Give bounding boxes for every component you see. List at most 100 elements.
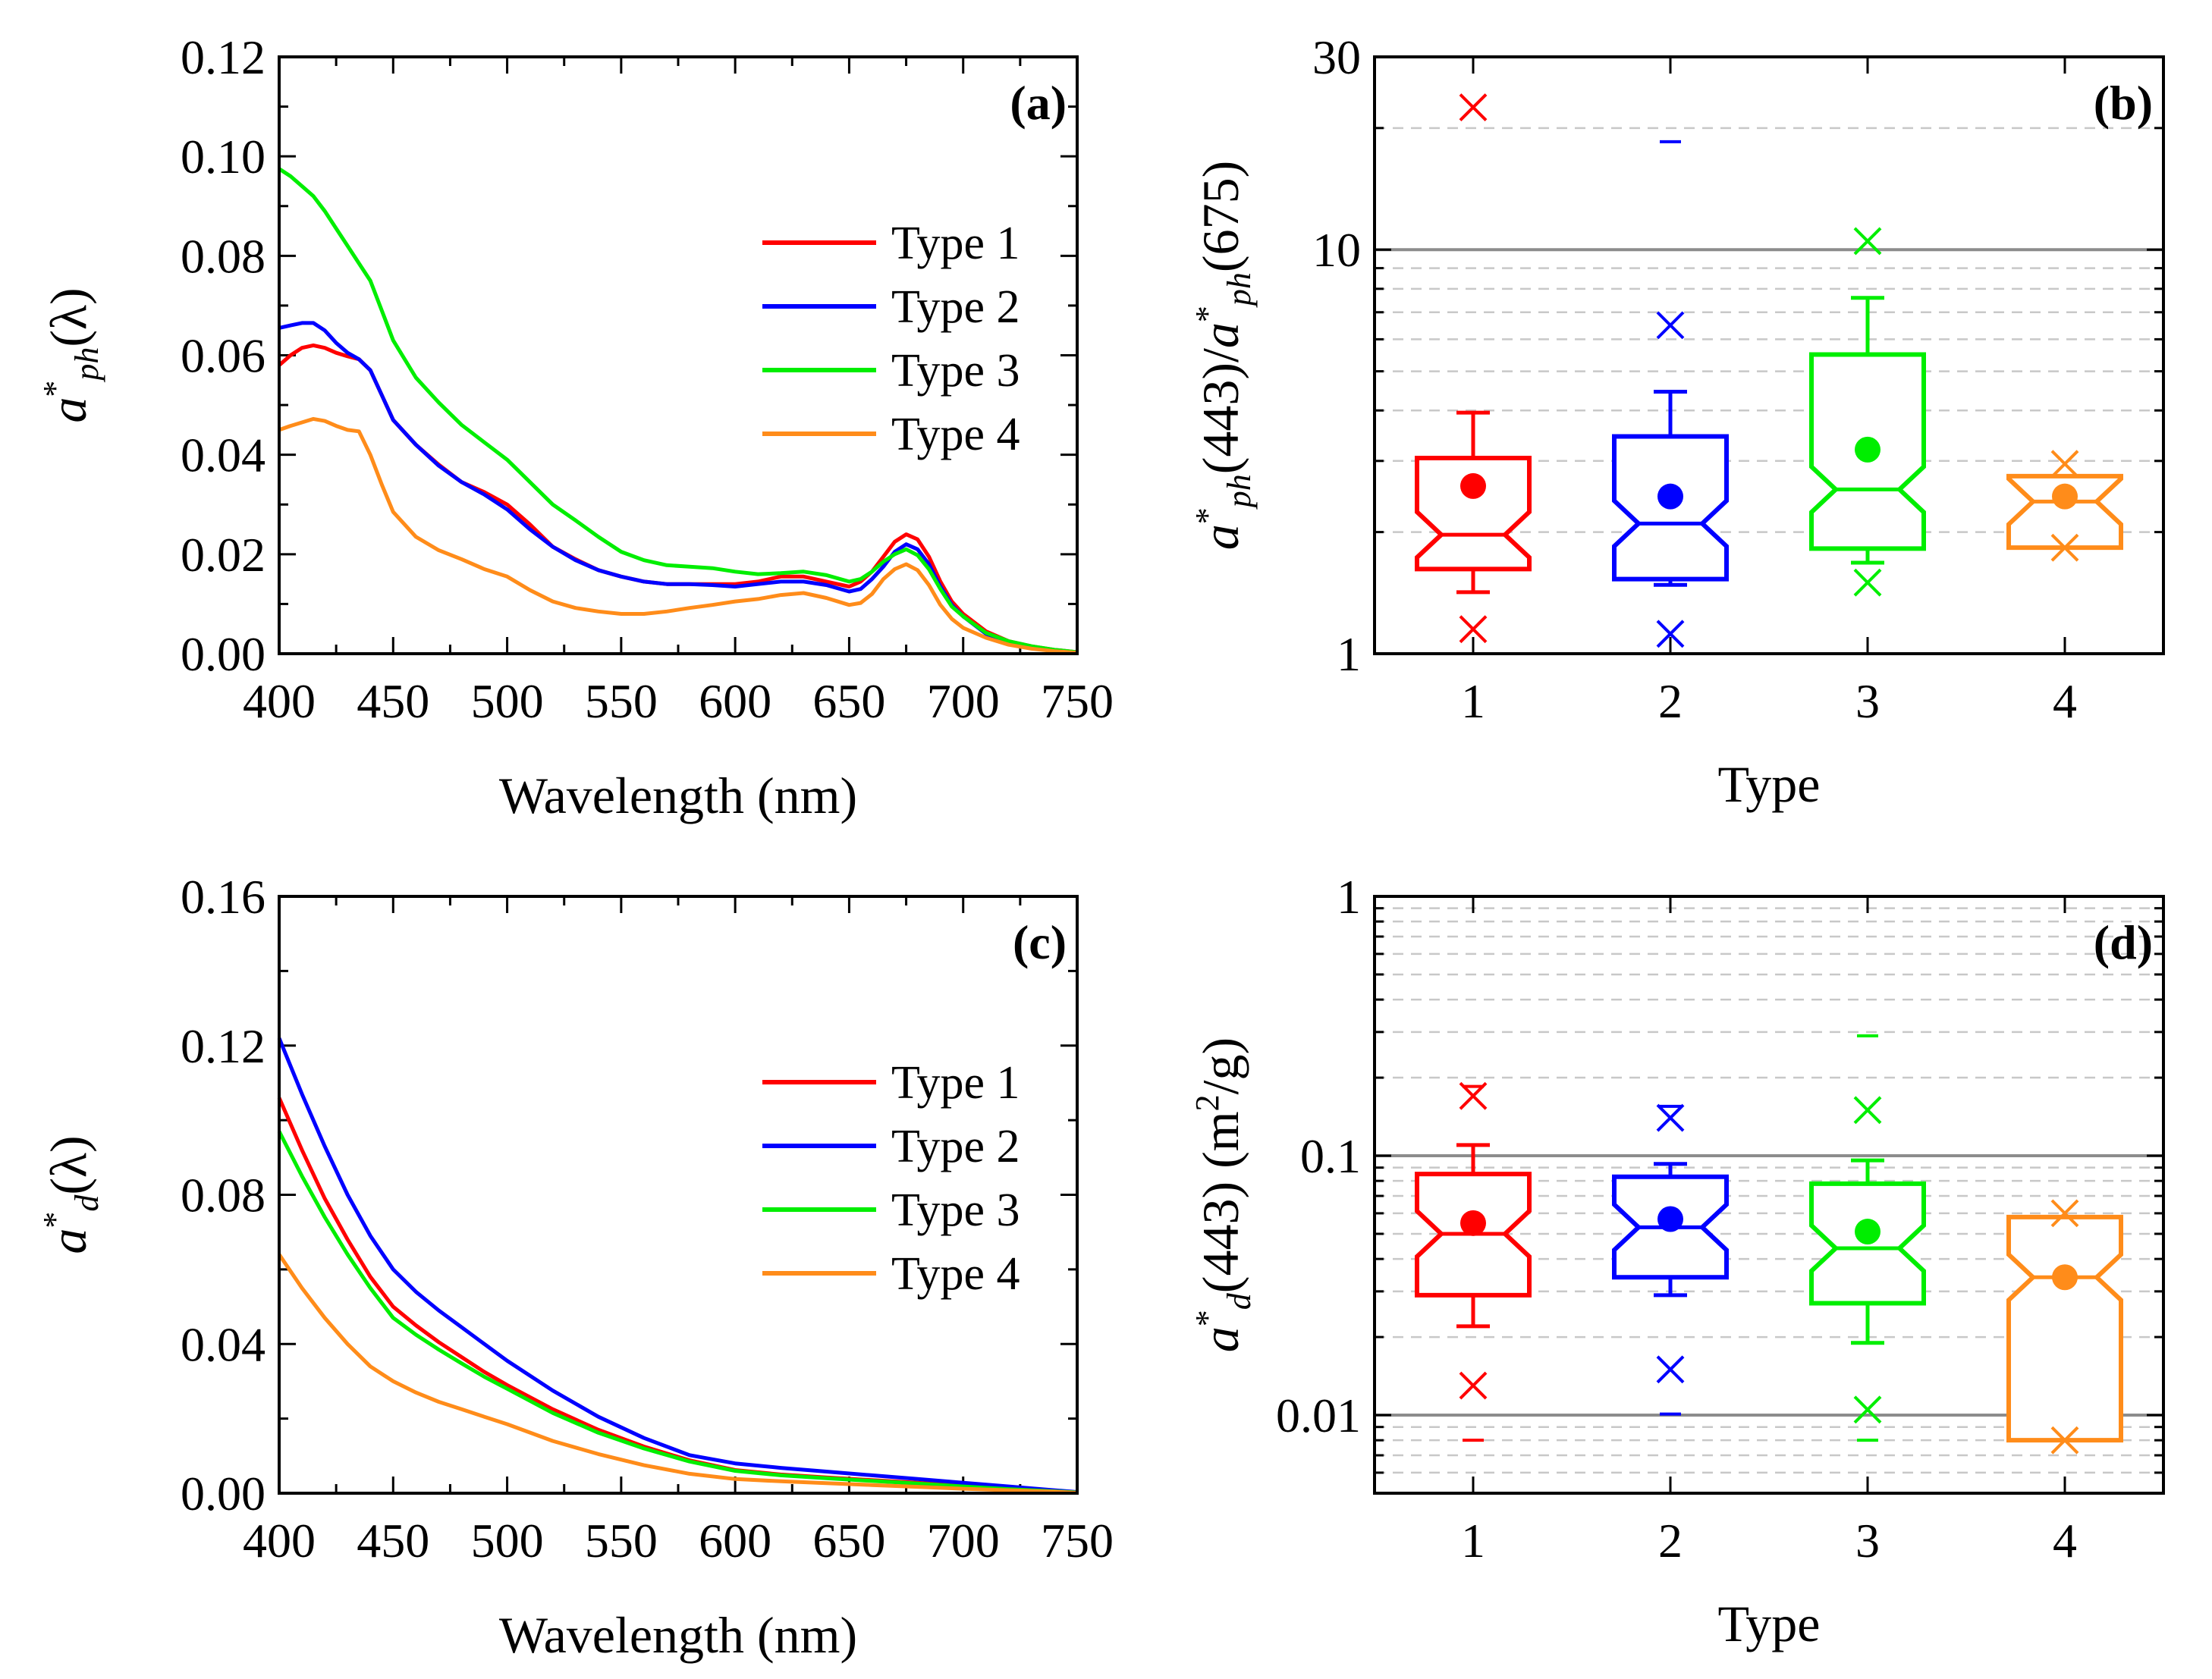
panel-b-mean-dot [1460,472,1486,499]
panel-c-ytick-label: 0.08 [181,1169,266,1222]
ylabel-part: * [1189,507,1226,524]
panel-d-extreme-x [1656,1103,1685,1132]
panel-b-ytick-label: 30 [1312,30,1361,84]
panel-a-legend-label-1: Type 1 [891,218,1020,269]
panel-d-xtick-label: 2 [1658,1514,1683,1568]
panel-a-series-4 [278,416,1078,655]
panel-c-xtick-label: 550 [585,1514,658,1568]
panel-d-box-4 [2006,1199,2123,1455]
panel-a-ytick-label: 0.12 [181,30,266,84]
panel-a-xtick-label: 700 [927,674,1000,728]
panel-b-extreme-x [2050,533,2079,562]
panel-b-mean-dot [1657,483,1683,510]
panel-a-xtick-label: 500 [471,674,544,728]
panel-b-frame [1373,55,2165,655]
panel-d-mean-dot [1657,1206,1683,1232]
panel-b-box-body [1415,455,1532,572]
panel-d-extreme-x [1656,1355,1685,1384]
panel-b-ytick-label: 10 [1312,223,1361,277]
panel-c-legend-label-4: Type 4 [891,1248,1020,1300]
panel-b-extreme-x [1853,227,1882,256]
ylabel-part: (λ) [39,1135,97,1194]
panel-d-xtick-label: 4 [2053,1514,2077,1568]
ylabel-part: * [1189,1310,1226,1326]
panel-a-xtick-label: 450 [357,674,429,728]
panel-b-mean-dot [1855,436,1881,463]
panel-c-series-4 [277,1253,1078,1495]
panel-a-legend-label-2: Type 2 [891,281,1020,333]
panel-a-ytick-label: 0.08 [181,229,266,283]
panel-d-xlabel: Type [1718,1595,1821,1652]
panel-c-legend-label-3: Type 3 [891,1185,1020,1236]
panel-a-xtick-label: 750 [1041,674,1114,728]
panel-b-extreme-x [1656,311,1685,340]
panel-a-ytick-label: 0.00 [181,627,266,681]
ylabel-part: a [1192,322,1249,348]
panel-c-series-3 [277,1130,1078,1495]
panel-b-box-3 [1809,227,1926,597]
panel-b-ylabel: a*ph(443)/a*ph(675) [1189,161,1258,550]
panel-d-extreme-x [2050,1199,2079,1228]
panel-a: 400 450 500 550 600 650 700 750 0.00 0.02 0.04 0.06… [36,30,1114,824]
panel-b-xtick-label: 4 [2053,674,2077,728]
ylabel-part: * [36,381,74,397]
ylabel-part: d [68,1194,105,1212]
panel-b-extreme-x [1656,620,1685,648]
panel-c-xtick-label: 650 [812,1514,885,1568]
panel-a-panel-label: (a) [1010,76,1067,130]
panel-a-xtick-label: 650 [812,674,885,728]
panel-d-mean-dot [1460,1210,1486,1236]
panel-c-legend-label-1: Type 1 [891,1057,1020,1109]
panel-b-xtick-label: 2 [1658,674,1683,728]
panel-b-extreme-x [1459,93,1488,121]
panel-a-ylabel: a*ph(λ) [36,287,105,422]
panel-d-xtick-label: 1 [1461,1514,1485,1568]
panel-c-xtick-label: 600 [699,1514,771,1568]
ylabel-part: ph [1221,474,1258,510]
panel-a-xlabel: Wavelength (nm) [499,767,857,824]
ylabel-part: (443)/ [1192,348,1249,474]
panel-b-extreme-x [1459,615,1488,644]
panel-d-ytick-label: 0.01 [1276,1389,1361,1442]
panel-d-panel-label: (d) [2094,915,2153,969]
panel-c-xtick-label: 750 [1041,1514,1114,1568]
panel-c-xtick-label: 700 [927,1514,1000,1568]
panel-a-xtick-label: 600 [699,674,771,728]
panel-c-xtick-label: 400 [243,1514,316,1568]
ylabel-part: * [36,1212,74,1229]
ylabel-part: ph [1221,272,1258,308]
panel-b-box-body [2006,473,2123,551]
panel-c-ytick-label: 0.12 [181,1019,266,1073]
panel-b-panel-label: (b) [2094,76,2153,130]
panel-d-extreme-x [1853,1096,1882,1125]
panel-a-series-3 [278,167,1078,654]
panel-a-xtick-label: 400 [243,674,316,728]
panel-a-ytick-label: 0.04 [181,428,266,482]
panel-c-ytick-label: 0.16 [181,870,266,924]
ylabel-part: a [1192,1326,1249,1352]
panel-d-box-body [2006,1214,2123,1443]
panel-a-ytick-label: 0.10 [181,130,266,184]
panel-c: 400 450 500 550 600 650 700 750 0.00 0.04 0.08 0.12… [36,870,1114,1664]
panel-d-mean-dot [1855,1219,1881,1245]
ylabel-part: d [1221,1292,1258,1310]
panel-b-xtick-label: 3 [1855,674,1880,728]
panel-c-series-2 [277,1037,1078,1494]
panel-b-ytick-label: 1 [1337,627,1361,681]
ylabel-part: a [39,1229,97,1254]
panel-a-legend-label-3: Type 3 [891,345,1020,397]
panel-c-xlabel: Wavelength (nm) [499,1606,857,1664]
ylabel-part: a [1192,524,1249,550]
panel-d-xtick-label: 3 [1855,1514,1880,1568]
panel-d-ylabel: a*d(443) (m2/g) [1189,1037,1258,1352]
ylabel-part: ph [68,347,105,383]
ylabel-part: /g) [1192,1037,1249,1095]
panel-a-ytick-label: 0.02 [181,528,266,582]
ylabel-part: (675) [1192,161,1249,272]
panel-d-extreme-x [2050,1426,2079,1455]
panel-d-box-1 [1415,1081,1532,1442]
panel-b-box-2 [1612,140,1729,648]
panel-d-extreme-x [1459,1371,1488,1400]
